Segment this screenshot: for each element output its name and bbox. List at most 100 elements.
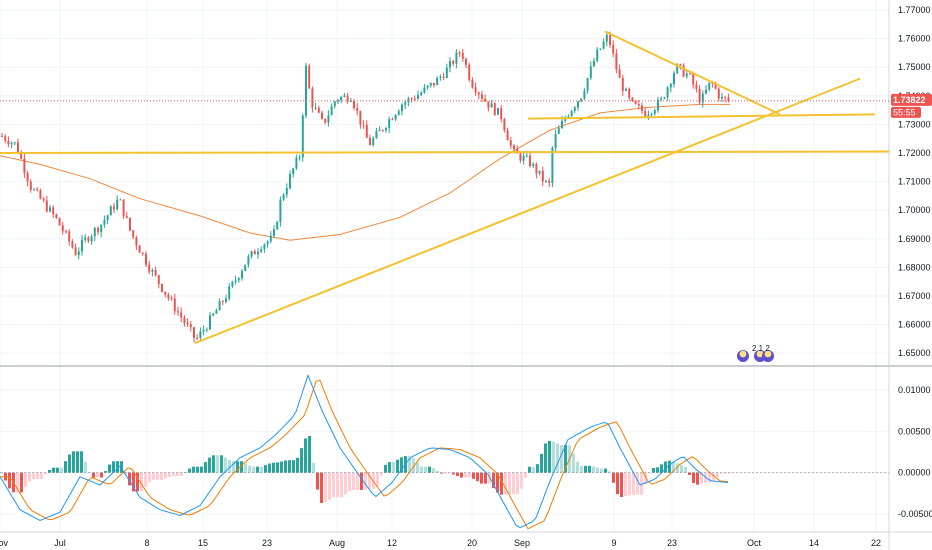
candle-body xyxy=(276,221,279,230)
candle-body xyxy=(90,236,93,242)
candle-body xyxy=(113,206,115,210)
macd-histogram-bar xyxy=(400,457,403,473)
candle-body xyxy=(205,329,208,331)
macd-histogram-bar xyxy=(544,443,547,473)
candle-body xyxy=(641,105,643,111)
macd-histogram-bar xyxy=(652,467,655,473)
macd-histogram-bar xyxy=(152,472,155,481)
price-badge: 1.73822 xyxy=(893,95,926,105)
macd-histogram-bar xyxy=(676,463,679,473)
candle-body xyxy=(650,113,653,115)
trend-line-rising-trendline xyxy=(194,77,861,345)
candle-body xyxy=(103,220,106,225)
candle-body xyxy=(442,76,445,78)
candle-body xyxy=(609,34,611,45)
candle-body xyxy=(420,92,423,96)
candle-body xyxy=(481,94,483,99)
candle-body xyxy=(241,270,243,279)
macd-histogram-bar xyxy=(224,457,227,473)
candle-body xyxy=(429,82,432,86)
macd-histogram-bar xyxy=(164,472,167,479)
candle-body xyxy=(522,156,525,161)
candle-body xyxy=(298,157,301,159)
countdown-badge-bg xyxy=(891,106,921,118)
candle-body xyxy=(343,95,346,97)
candle-body xyxy=(381,129,384,131)
macd-histogram-bar xyxy=(116,461,119,473)
macd-histogram-bar xyxy=(200,466,203,473)
candle-body xyxy=(129,217,131,231)
candle-body xyxy=(561,120,563,129)
macd-y-tick-label: 0.00000 xyxy=(898,468,931,478)
macd-histogram-bar xyxy=(276,462,279,473)
candle-body xyxy=(548,180,551,183)
candle-body xyxy=(225,298,227,302)
macd-histogram-bar xyxy=(364,472,367,490)
candle-body xyxy=(279,199,282,222)
candle-body xyxy=(218,301,221,311)
macd-histogram-bar xyxy=(36,472,39,480)
macd-histogram-bar xyxy=(104,471,107,473)
candle-body xyxy=(577,101,579,108)
candle-body xyxy=(417,95,419,99)
macd-histogram-bar xyxy=(448,472,451,474)
macd-histogram-bar xyxy=(112,461,115,473)
macd-histogram-bar xyxy=(468,472,471,478)
macd-histogram-bar xyxy=(264,465,267,473)
candle-body xyxy=(295,157,298,169)
macd-histogram-bar xyxy=(656,467,659,473)
candle-body xyxy=(145,253,147,265)
candle-body xyxy=(637,103,640,106)
macd-histogram-bar xyxy=(32,472,35,480)
candle-body xyxy=(589,66,592,79)
macd-histogram-bar xyxy=(204,462,207,473)
macd-histogram-bar xyxy=(384,464,387,473)
candle-body xyxy=(164,291,167,295)
macd-histogram-bar xyxy=(608,471,611,473)
macd-histogram-bar xyxy=(176,472,179,477)
macd-histogram-bar xyxy=(44,472,47,475)
candle-body xyxy=(721,96,723,99)
candle-body xyxy=(106,215,109,221)
candle-body xyxy=(148,264,151,272)
candle-body xyxy=(372,138,375,146)
macd-histogram-bar xyxy=(720,472,723,474)
event-marker-icon-inner xyxy=(764,350,772,358)
candle-body xyxy=(535,163,538,174)
macd-histogram-bar xyxy=(564,445,567,473)
candle-body xyxy=(698,89,701,103)
candle-body xyxy=(269,235,272,242)
macd-histogram-bar xyxy=(352,472,355,490)
macd-histogram-bar xyxy=(100,472,103,478)
macd-histogram-bar xyxy=(476,472,479,482)
candle-body xyxy=(689,73,691,75)
candle-body xyxy=(493,103,496,115)
axes: Jul 8 15 23 Aug 12 20 Sep 9 23 Oct 14 22 Nov 1.77000 1.… xyxy=(0,5,932,548)
macd-histogram-bar xyxy=(648,472,651,474)
macd-histogram-bar xyxy=(472,472,475,479)
y-tick-label: 1.72000 xyxy=(898,148,931,158)
event-marker-icon-inner xyxy=(739,350,747,358)
macd-histogram-bar xyxy=(416,462,419,473)
candle-body xyxy=(487,101,490,108)
candle-body xyxy=(273,229,275,236)
candle-body xyxy=(378,129,381,132)
candle-body xyxy=(413,98,416,100)
macd-histogram-bar xyxy=(412,458,415,473)
candle-body xyxy=(49,207,51,212)
candle-body xyxy=(247,256,250,265)
macd-histogram-bar xyxy=(600,468,603,473)
macd-histogram-bar xyxy=(484,472,487,484)
macd-histogram-bar xyxy=(700,472,703,484)
macd-histogram-bar xyxy=(432,468,435,473)
candle-body xyxy=(701,93,704,103)
event-marker-icon-inner xyxy=(756,350,764,358)
event-markers[interactable]: 2 1 2 xyxy=(737,344,774,362)
candle-body xyxy=(602,41,605,49)
countdown-badge: 55:55 xyxy=(893,107,916,117)
candle-body xyxy=(669,84,672,88)
x-tick-label: Oct xyxy=(747,538,762,548)
candle-body xyxy=(445,67,448,78)
candle-body xyxy=(183,317,186,323)
